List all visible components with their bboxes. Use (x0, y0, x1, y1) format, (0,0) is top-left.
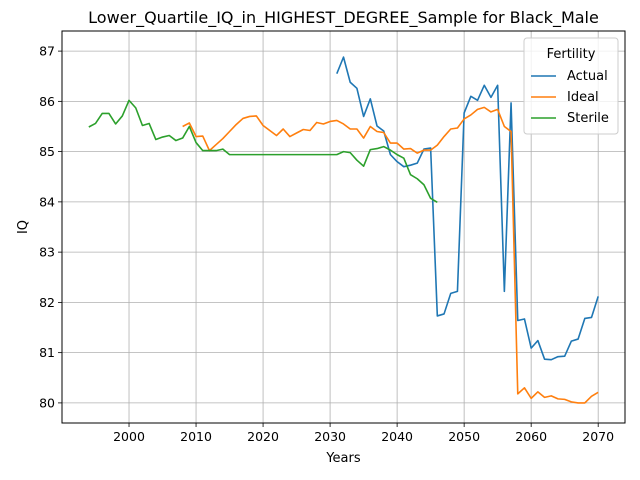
y-axis-label: IQ (16, 220, 31, 234)
x-tick-label: 2040 (381, 429, 413, 444)
y-tick-label: 85 (39, 144, 55, 159)
series-line-ideal (182, 106, 599, 404)
legend-label-sterile: Sterile (567, 111, 609, 126)
series-line-sterile (88, 99, 438, 204)
x-tick-label: 2010 (180, 429, 212, 444)
x-tick-label: 2030 (314, 429, 346, 444)
x-axis-label: Years (325, 451, 361, 466)
legend-box (523, 37, 619, 135)
x-tick-label: 2070 (582, 429, 614, 444)
x-axis-ticks: 2000 2010 2020 2030 2040 2050 2060 2070 (113, 423, 614, 444)
x-tick-label: 2020 (247, 429, 279, 444)
y-tick-label: 82 (39, 295, 55, 310)
y-tick-label: 80 (39, 395, 55, 410)
legend: Fertility Actual Ideal Sterile (523, 37, 619, 135)
x-tick-label: 2060 (515, 429, 547, 444)
y-tick-label: 81 (39, 345, 55, 360)
series-lines (88, 56, 599, 404)
legend-label-actual: Actual (567, 69, 608, 84)
chart-title: Lower_Quartile_IQ_in_HIGHEST_DEGREE_Samp… (88, 8, 599, 28)
y-tick-label: 87 (39, 44, 55, 59)
series-line-actual (336, 56, 599, 361)
legend-title: Fertility (547, 47, 596, 62)
y-axis-ticks: 80 81 82 83 84 85 86 87 (39, 44, 62, 410)
y-tick-label: 83 (39, 245, 55, 260)
legend-label-ideal: Ideal (567, 90, 599, 105)
y-tick-label: 84 (39, 194, 55, 209)
plot-frame (61, 30, 626, 424)
x-tick-label: 2050 (448, 429, 480, 444)
y-tick-label: 86 (39, 94, 55, 109)
x-tick-label: 2000 (113, 429, 145, 444)
